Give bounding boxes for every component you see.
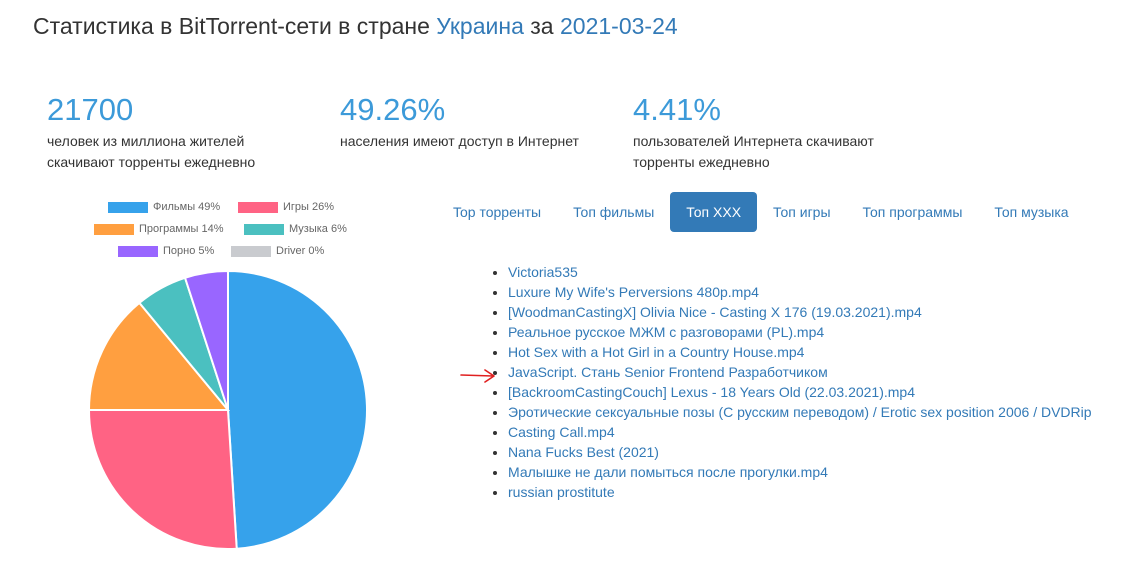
legend-item[interactable]: Driver 0% [231,245,324,257]
country-link[interactable]: Украина [436,13,524,39]
top-tabs: Top торренты Топ фильмы Топ XXX Топ игры… [437,192,1085,232]
legend-item[interactable]: Порно 5% [118,245,214,257]
list-item: Реальное русское МЖМ с разговорами (PL).… [508,322,1092,342]
stat-value: 4.41% [633,92,721,127]
tab-top-music[interactable]: Топ музыка [994,204,1069,220]
torrent-link[interactable]: Реальное русское МЖМ с разговорами (PL).… [508,324,825,340]
tab-top-games[interactable]: Топ игры [773,204,831,220]
tab-top-programs[interactable]: Топ программы [862,204,963,220]
pie-slice-2[interactable] [88,409,238,550]
stat-description: населения имеют доступ в Интернет [340,133,579,149]
pie-slice-1[interactable] [227,269,368,550]
list-item: Hot Sex with a Hot Girl in a Country Hou… [508,342,1092,362]
legend-swatch [118,245,158,257]
torrent-link[interactable]: [BackroomCastingCouch] Lexus - 18 Years … [508,384,916,400]
legend-swatch [108,201,148,213]
list-item: russian prostitute [508,482,1092,502]
legend-item[interactable]: Игры 26% [238,201,334,213]
torrent-link[interactable]: [WoodmanCastingX] Olivia Nice - Casting … [508,304,922,320]
date-link[interactable]: 2021-03-24 [560,13,678,39]
tab-top-movies[interactable]: Топ фильмы [573,204,655,220]
legend-label: Игры 26% [283,201,335,213]
stat-description: человек из миллиона жителей скачивают то… [47,133,256,170]
tab-top-xxx[interactable]: Топ XXX [670,192,758,232]
torrent-link[interactable]: Малышке не дали помыться после прогулки.… [508,464,828,480]
list-item: Casting Call.mp4 [508,422,1092,442]
legend-label: Музыка 6% [289,223,347,235]
torrent-link[interactable]: russian prostitute [508,484,615,500]
legend-label: Порно 5% [163,245,215,257]
stat-internet-access: 49.26% населения имеют доступ в Интернет [340,92,590,152]
list-item: Эротические сексуальные позы (С русским … [508,402,1092,422]
list-item: Victoria535 [508,262,1092,282]
legend-swatch [238,201,278,213]
page-title: Статистика в BitTorrent-сети в стране Ук… [33,13,678,40]
legend-item[interactable]: Музыка 6% [244,223,347,235]
list-item: JavaScript. Стань Senior Frontend Разраб… [508,362,1092,382]
torrent-link[interactable]: Эротические сексуальные позы (С русским … [508,404,1092,420]
torrent-link[interactable]: Luxure My Wife's Perversions 480p.mp4 [508,284,759,300]
stat-value: 49.26% [340,92,446,127]
legend-item[interactable]: Фильмы 49% [108,201,220,213]
torrent-link[interactable]: Nana Fucks Best (2021) [508,444,659,460]
torrent-link[interactable]: Casting Call.mp4 [508,424,615,440]
legend-label: Программы 14% [139,223,224,235]
pie-chart [88,269,368,550]
list-item: Nana Fucks Best (2021) [508,442,1092,462]
legend-label: Фильмы 49% [153,201,221,213]
title-prefix: Статистика в BitTorrent-сети в стране [33,13,437,39]
legend-label: Driver 0% [276,245,325,257]
list-item: [WoodmanCastingX] Olivia Nice - Casting … [508,302,1092,322]
torrent-list: Victoria535 Luxure My Wife's Perversions… [490,262,1092,502]
title-middle: за [523,13,560,39]
pie-slice-5[interactable] [183,269,229,411]
stat-value: 21700 [47,92,134,127]
torrent-link[interactable]: JavaScript. Стань Senior Frontend Разраб… [508,364,828,380]
list-item: Малышке не дали помыться после прогулки.… [508,462,1092,482]
list-item: Luxure My Wife's Perversions 480p.mp4 [508,282,1092,302]
red-arrow-icon [460,369,495,383]
stat-description: пользователей Интернета скачивают торрен… [633,133,874,170]
torrent-link[interactable]: Victoria535 [508,264,578,280]
pie-slice-3[interactable] [88,301,231,411]
list-item: [BackroomCastingCouch] Lexus - 18 Years … [508,382,1092,402]
stat-downloaders: 21700 человек из миллиона жителей скачив… [47,92,297,173]
legend-swatch [231,245,271,257]
legend-swatch [244,223,284,235]
stat-internet-downloaders: 4.41% пользователей Интернета скачивают … [633,92,883,173]
legend-item[interactable]: Программы 14% [94,223,224,235]
tab-top-torrents[interactable]: Top торренты [453,204,542,220]
legend-swatch [94,223,134,235]
torrent-link[interactable]: Hot Sex with a Hot Girl in a Country Hou… [508,344,805,360]
